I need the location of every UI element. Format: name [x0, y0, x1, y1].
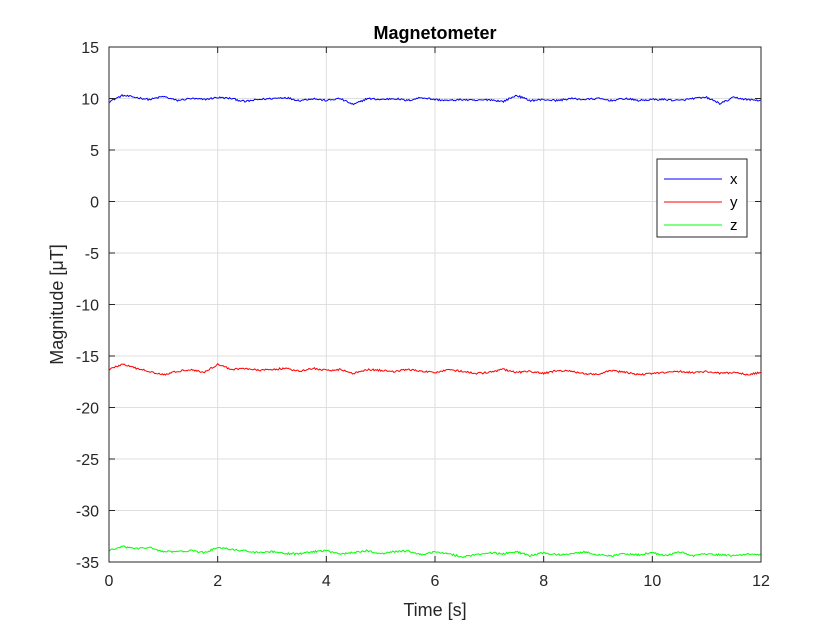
y-tick-label: -15	[76, 349, 99, 366]
legend-label-x: x	[730, 171, 738, 188]
x-tick-label: 8	[539, 573, 548, 590]
y-tick-label: 0	[90, 195, 99, 212]
chart-title: Magnetometer	[373, 23, 496, 43]
y-tick-label: 5	[90, 143, 99, 160]
x-tick-label: 4	[322, 573, 331, 590]
series-line-x	[108, 94, 762, 106]
y-tick-label: 10	[81, 92, 99, 109]
series-lines	[108, 94, 762, 558]
legend-label-z: z	[730, 217, 738, 234]
x-tick-label: 0	[105, 573, 114, 590]
y-tick-label: 15	[81, 40, 99, 57]
series-line-y	[108, 362, 762, 376]
series-line-z	[108, 545, 762, 558]
legend: xyz	[656, 158, 748, 238]
x-axis-label: Time [s]	[403, 600, 466, 620]
x-tick-label: 2	[213, 573, 222, 590]
y-tick-label: -30	[76, 504, 99, 521]
axis-ticks	[108, 46, 762, 563]
y-tick-label: -5	[85, 246, 99, 263]
x-tick-label: 6	[431, 573, 440, 590]
legend-label-y: y	[730, 194, 738, 211]
x-tick-labels: 0 2 4 6 8 10 12	[105, 573, 770, 590]
y-tick-label: -20	[76, 401, 99, 418]
legend-box	[656, 158, 748, 238]
y-tick-label: -25	[76, 452, 99, 469]
y-tick-label: -10	[76, 298, 99, 315]
x-tick-label: 10	[643, 573, 661, 590]
x-tick-label: 12	[752, 573, 770, 590]
y-tick-labels: 15 10 5 0 -5 -10 -15 -20 -25 -30 -35	[76, 40, 99, 572]
y-axis-label: Magnitude [μT]	[47, 244, 67, 364]
y-tick-label: -35	[76, 555, 99, 572]
